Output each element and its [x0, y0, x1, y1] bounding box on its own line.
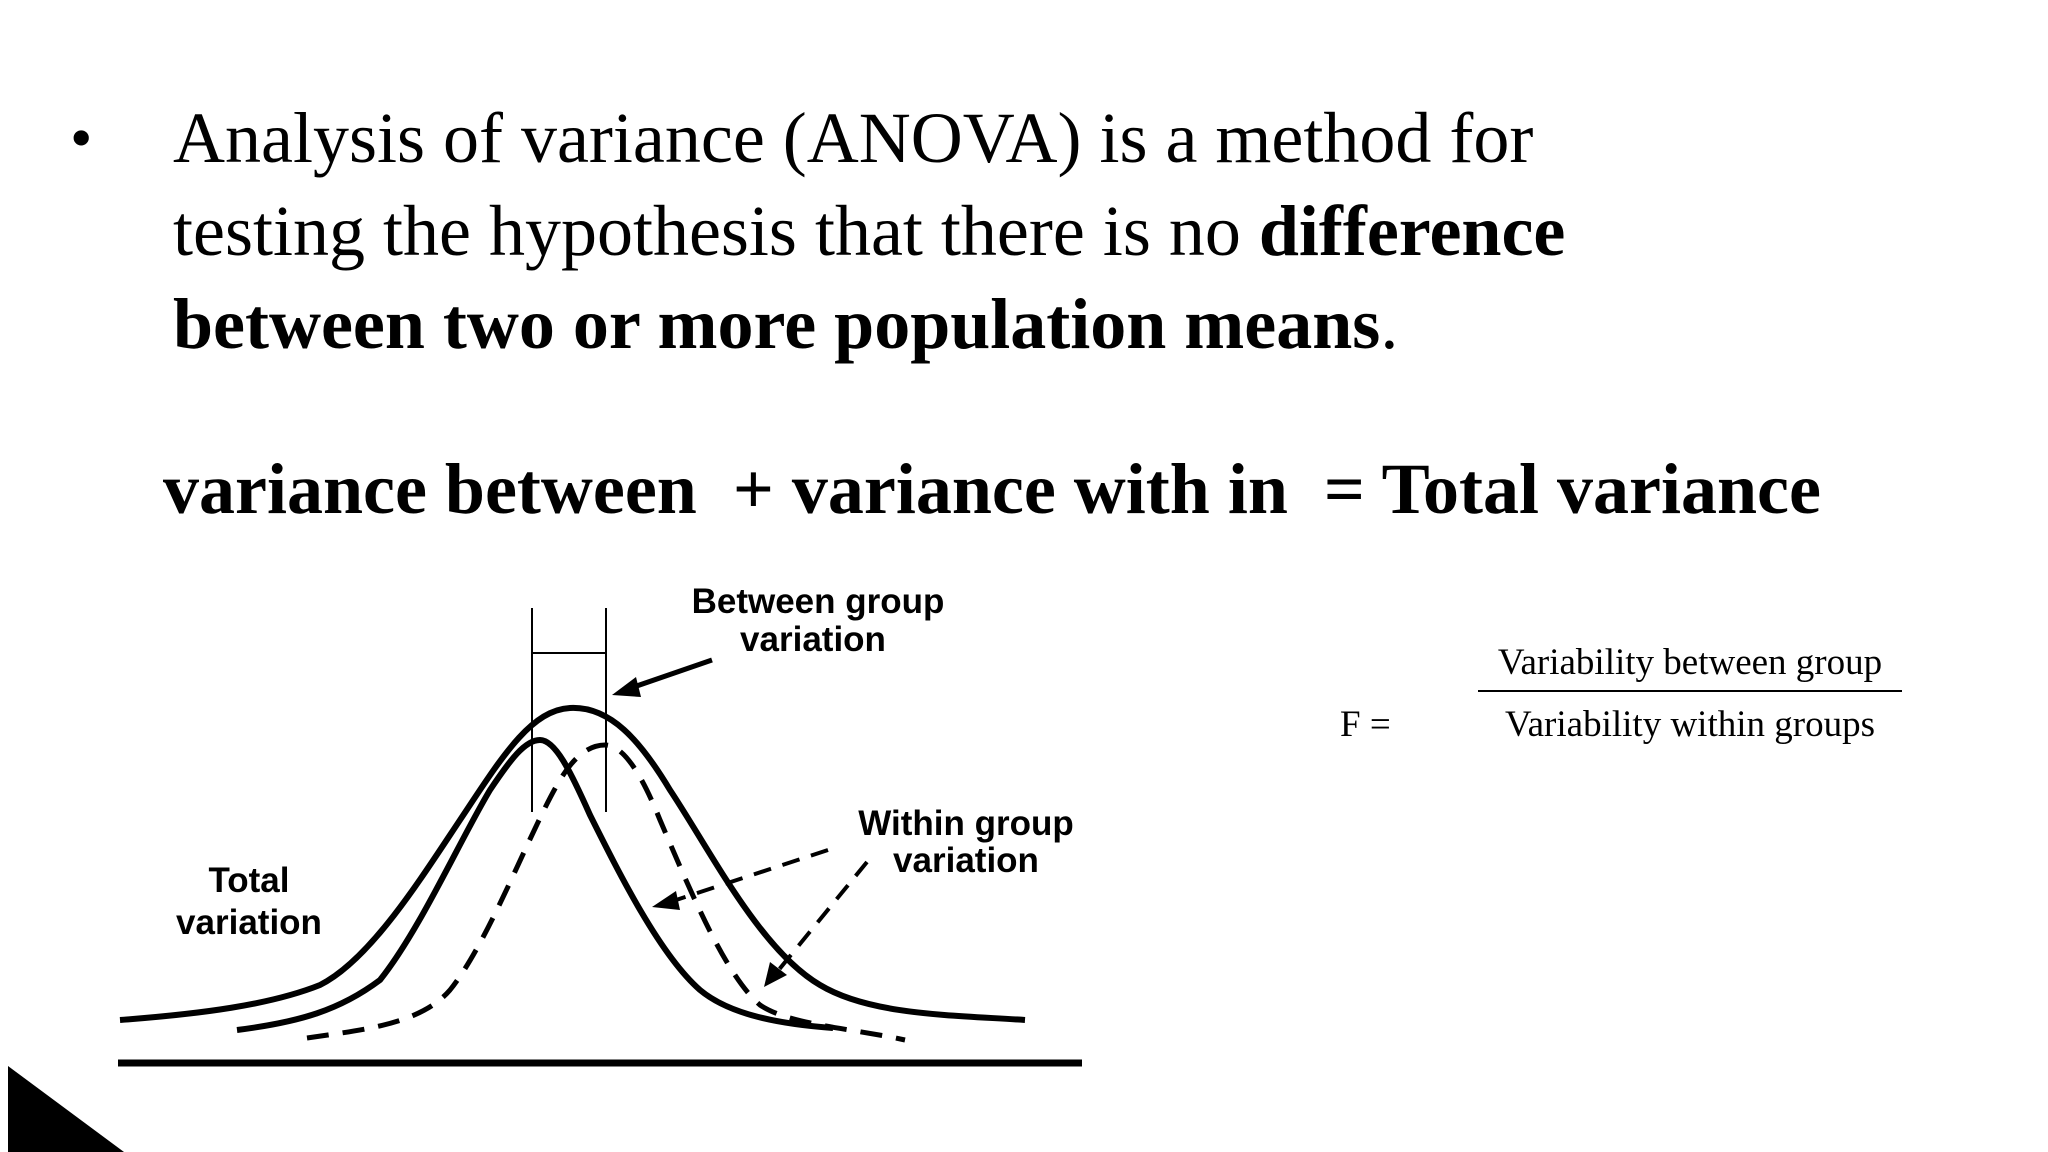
within-arrow-head-2 [764, 962, 787, 987]
within-arrow-head-1 [652, 891, 680, 910]
bullet-text: Analysis of variance (ANOVA) is a method… [173, 92, 1733, 371]
label-total-line1: Total [208, 861, 289, 900]
f-denominator: Variability within groups [1505, 704, 1875, 745]
label-between-line2: variation [740, 620, 886, 659]
bullet-text-part1: Analysis of variance (ANOVA) is a method… [173, 98, 1534, 271]
bullet-dot: • [70, 102, 93, 173]
f-ratio-formula: Variability between group F = Variabilit… [1340, 640, 1940, 760]
dashed-group-curve [306, 742, 906, 1043]
label-between-line1: Between group [692, 582, 945, 621]
label-within-line2: variation [893, 841, 1039, 880]
label-total-line2: variation [176, 903, 322, 942]
f-label: F = [1340, 704, 1391, 745]
total-variation-curve [119, 704, 1026, 1023]
narrow-group-curve [236, 736, 834, 1033]
corner-triangle-decoration [8, 1066, 124, 1152]
bullet-text-part2: . [1380, 284, 1399, 364]
fraction-bar [1478, 690, 1902, 692]
variance-equation: variance between + variance with in = To… [163, 449, 1821, 529]
between-arrow-head [612, 677, 641, 697]
between-arrow-shaft [624, 657, 713, 693]
within-arrow-shaft-2 [775, 860, 869, 974]
label-within-line1: Within group [858, 804, 1073, 843]
anova-diagram: Between group variation Within group var… [118, 582, 1082, 1067]
bullet-text-bold: difference between two or more populatio… [173, 191, 1566, 364]
f-numerator: Variability between group [1497, 642, 1883, 683]
